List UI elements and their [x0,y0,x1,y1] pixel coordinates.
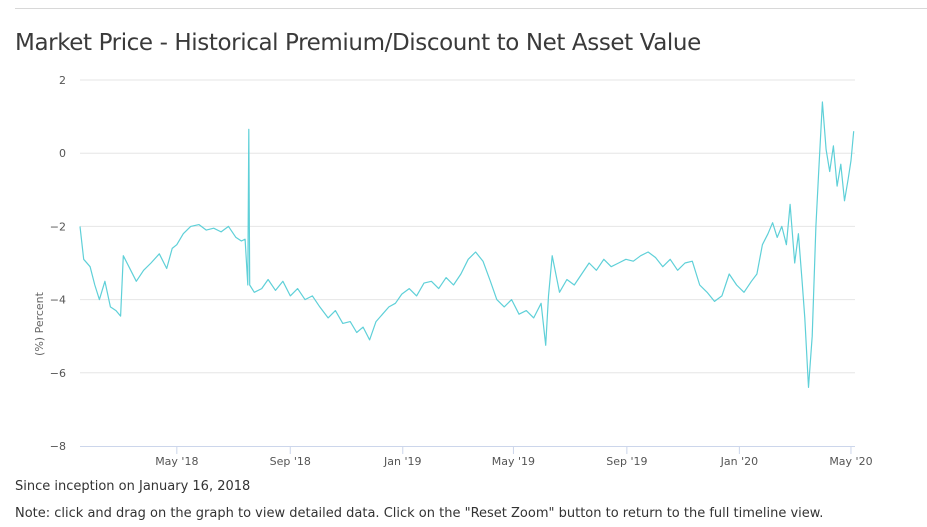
y-axis-ticks: 2 0 −2 −4 −6 −8 [50,74,66,453]
y-tick-label: −4 [50,294,66,307]
x-tick-label: Jan '20 [720,455,758,468]
y-axis-label: (%) Percent [33,291,46,356]
x-tick-label: May '20 [829,455,872,468]
x-tick-label: May '18 [155,455,198,468]
premium-discount-chart[interactable]: 2 0 −2 −4 −6 −8 May '18 Sep '18 Jan '19 May '19 S… [0,60,927,470]
grid-lines [80,79,855,374]
y-tick-label: −8 [50,440,66,453]
x-tick-label: Sep '19 [606,455,647,468]
chart-title: Market Price - Historical Premium/Discou… [15,30,701,56]
series-group [79,101,855,388]
x-tick-label: Jan '19 [383,455,421,468]
zoom-instructions: Note: click and drag on the graph to vie… [15,506,824,521]
premium-discount-line [79,101,855,388]
x-tick-label: Sep '18 [270,455,311,468]
x-tick-label: May '19 [492,455,535,468]
y-tick-label: 2 [59,74,66,87]
y-tick-label: −6 [50,367,66,380]
y-tick-label: −2 [50,220,66,233]
y-tick-label: 0 [59,147,66,160]
inception-note: Since inception on January 16, 2018 [15,479,251,494]
top-divider [15,8,927,9]
x-axis-ticks: May '18 Sep '18 Jan '19 May '19 Sep '19 Jan '… [155,446,873,468]
